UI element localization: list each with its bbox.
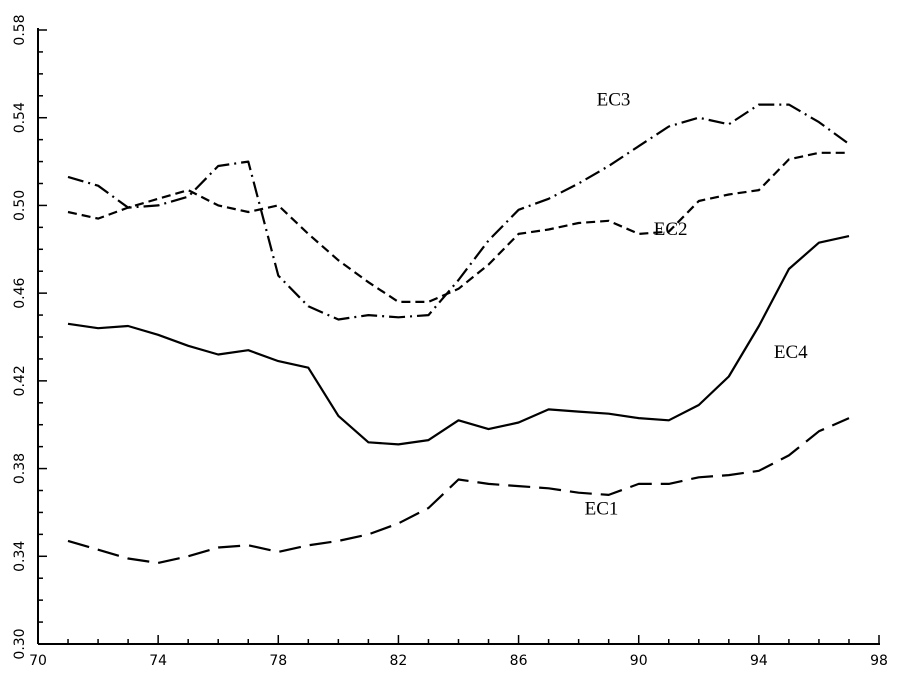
- x-tick-label: 98: [870, 653, 888, 669]
- x-tick-label: 90: [630, 653, 648, 669]
- x-tick-label: 78: [269, 653, 287, 669]
- series-label-ec2: EC2: [654, 219, 688, 240]
- y-tick-label: 0.58: [12, 14, 28, 45]
- x-tick-label: 70: [29, 653, 47, 669]
- y-tick-label: 0.46: [12, 277, 28, 308]
- tick-marks: [37, 29, 880, 645]
- y-tick-label: 0.50: [12, 190, 28, 221]
- x-tick-label: 86: [510, 653, 528, 669]
- x-tick-label: 82: [390, 653, 408, 669]
- x-tick-label: 94: [750, 653, 768, 669]
- series-line-ec4: [67, 235, 850, 446]
- tick-labels: 70 74 78 82 86 90 94 98 0.30 0.34 0.38 0.42 0.46 0.50…: [12, 14, 888, 669]
- series-labels: EC1 EC2 EC3 EC4: [585, 89, 809, 519]
- series-label-ec4: EC4: [774, 342, 808, 363]
- series-lines: [67, 103, 850, 564]
- y-tick-label: 0.42: [12, 365, 28, 396]
- y-tick-label: 0.38: [12, 453, 28, 484]
- series-label-ec3: EC3: [597, 89, 631, 110]
- y-tick-label: 0.30: [12, 628, 28, 659]
- y-tick-label: 0.34: [12, 541, 28, 572]
- y-tick-label: 0.54: [12, 102, 28, 133]
- x-tick-label: 74: [149, 653, 167, 669]
- series-line-ec3: [67, 103, 850, 321]
- series-label-ec1: EC1: [585, 499, 619, 520]
- series-line-ec1: [67, 417, 850, 564]
- series-line-ec2: [67, 151, 849, 303]
